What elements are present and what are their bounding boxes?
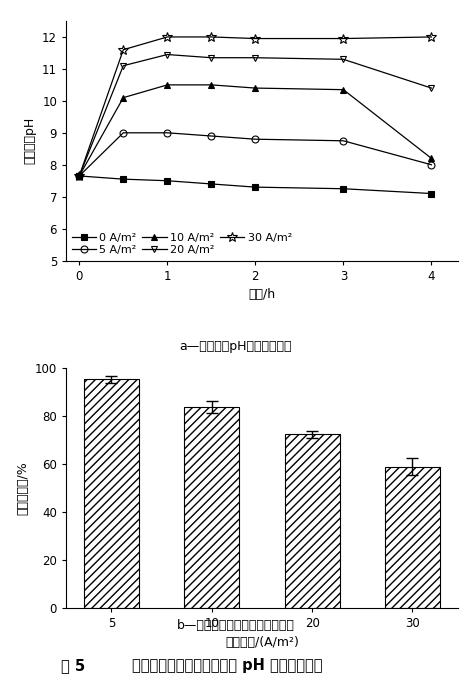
30 A/m²	[429, 33, 434, 41]
30 A/m²	[120, 45, 126, 54]
Text: b—鸟粦石纯度随电流密度的变化: b—鸟粦石纯度随电流密度的变化	[177, 619, 295, 632]
Bar	[385, 467, 440, 608]
5 A/m²	[429, 161, 434, 169]
10 A/m²	[120, 94, 126, 102]
0 A/m²	[429, 189, 434, 198]
Line: 0 A/m²: 0 A/m²	[76, 173, 435, 197]
30 A/m²	[253, 34, 258, 43]
0 A/m²	[253, 183, 258, 192]
Y-axis label: 鸟粦石纯度/%: 鸟粦石纯度/%	[16, 461, 29, 515]
Text: 图 5: 图 5	[61, 658, 85, 673]
5 A/m²	[209, 132, 214, 140]
Line: 10 A/m²: 10 A/m²	[76, 81, 435, 180]
10 A/m²	[209, 80, 214, 89]
Line: 20 A/m²: 20 A/m²	[76, 51, 435, 180]
0 A/m²	[341, 185, 346, 193]
30 A/m²	[341, 34, 346, 43]
Line: 5 A/m²: 5 A/m²	[76, 129, 435, 180]
30 A/m²	[164, 33, 170, 41]
X-axis label: 电流密度/(A/m²): 电流密度/(A/m²)	[225, 635, 299, 649]
Text: 不同电流密度下的阴极局部 pH 和鸟粦石纯度: 不同电流密度下的阴极局部 pH 和鸟粦石纯度	[132, 658, 323, 673]
10 A/m²	[76, 172, 82, 180]
5 A/m²	[341, 136, 346, 145]
20 A/m²	[429, 84, 434, 92]
0 A/m²	[164, 177, 170, 185]
Bar	[285, 434, 340, 608]
20 A/m²	[341, 55, 346, 64]
5 A/m²	[120, 129, 126, 137]
5 A/m²	[253, 135, 258, 143]
10 A/m²	[164, 80, 170, 89]
Bar	[184, 407, 239, 608]
20 A/m²	[164, 50, 170, 59]
20 A/m²	[209, 54, 214, 62]
10 A/m²	[429, 154, 434, 163]
10 A/m²	[253, 84, 258, 92]
0 A/m²	[120, 175, 126, 183]
20 A/m²	[120, 62, 126, 70]
20 A/m²	[76, 172, 82, 180]
X-axis label: 时间/h: 时间/h	[248, 288, 276, 301]
20 A/m²	[253, 54, 258, 62]
0 A/m²	[209, 180, 214, 188]
30 A/m²	[209, 33, 214, 41]
10 A/m²	[341, 85, 346, 94]
30 A/m²	[76, 172, 82, 180]
Y-axis label: 阴极局部pH: 阴极局部pH	[24, 117, 36, 164]
Line: 30 A/m²: 30 A/m²	[75, 32, 436, 181]
0 A/m²	[76, 172, 82, 180]
Text: a—阴极局部pH随时间的变化: a—阴极局部pH随时间的变化	[180, 340, 292, 352]
5 A/m²	[164, 129, 170, 137]
5 A/m²	[76, 172, 82, 180]
Legend: 0 A/m², 5 A/m², 10 A/m², 20 A/m², 30 A/m²: 0 A/m², 5 A/m², 10 A/m², 20 A/m², 30 A/m…	[72, 233, 292, 255]
Bar	[84, 380, 139, 608]
